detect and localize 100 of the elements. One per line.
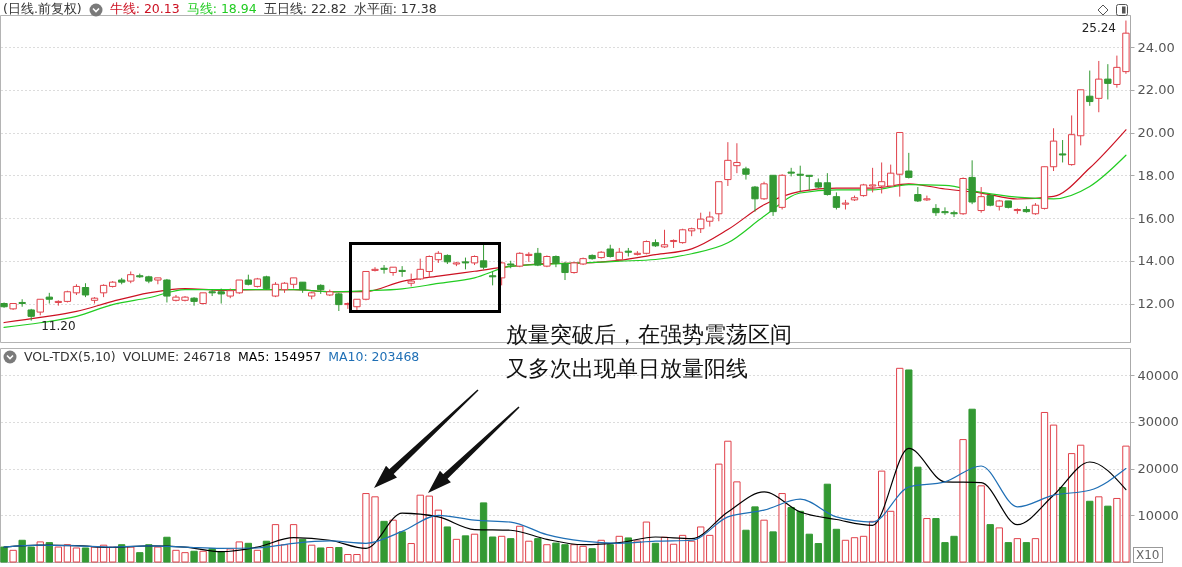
- text: MA5: 154957: [237, 349, 322, 364]
- bar: [778, 493, 786, 563]
- y-tick-label: 10000: [1137, 507, 1179, 523]
- bar: [669, 543, 678, 563]
- annotation: 25.24: [1081, 21, 1116, 35]
- bar: [0, 546, 8, 563]
- annotation: VOLUME: 246718: [122, 349, 231, 364]
- bar: [443, 526, 452, 563]
- y-tick-label: 24.00: [1137, 39, 1175, 55]
- bar: [163, 536, 171, 563]
- candlestick: [751, 185, 759, 213]
- candlestick: [905, 152, 913, 179]
- bar: [1022, 542, 1031, 563]
- bar: [823, 483, 832, 563]
- bar: [832, 528, 841, 563]
- bar: [1031, 538, 1040, 563]
- candlestick: [154, 277, 162, 285]
- bar: [968, 408, 976, 563]
- bar: [877, 470, 886, 563]
- bar: [651, 542, 660, 563]
- text: X10: [1133, 547, 1163, 563]
- y-tick-label: 14.00: [1137, 253, 1175, 269]
- bar: [461, 535, 470, 563]
- bar: [1004, 542, 1012, 563]
- bar: [271, 524, 280, 563]
- y-tick-label: 12.00: [1137, 296, 1175, 312]
- bar: [308, 544, 316, 563]
- candlestick: [1086, 70, 1094, 107]
- bar: [335, 547, 343, 563]
- bar: [434, 509, 443, 563]
- candlestick: [877, 161, 886, 194]
- bar: [814, 543, 822, 563]
- text: 马线: 18.94: [186, 1, 257, 18]
- candlestick: [1058, 139, 1067, 163]
- annotation: 又多次出现单日放量阳线: [506, 355, 748, 383]
- bar: [253, 549, 262, 563]
- candlestick: [742, 166, 750, 181]
- bar: [54, 546, 63, 563]
- bar: [1040, 411, 1049, 563]
- bar: [678, 534, 687, 563]
- bar: [769, 531, 777, 563]
- bar: [389, 519, 397, 563]
- bar: [81, 547, 90, 563]
- candlestick: [977, 186, 985, 214]
- text: MA10: 203468: [328, 349, 420, 364]
- y-tick-label: 16.00: [1137, 210, 1175, 226]
- bar: [326, 547, 334, 563]
- bar: [507, 538, 515, 563]
- bar: [977, 485, 985, 563]
- bar: [90, 546, 99, 563]
- bar: [1077, 444, 1085, 563]
- candlestick: [1104, 63, 1112, 100]
- candlestick: [479, 244, 488, 270]
- bar: [127, 546, 135, 563]
- bar: [72, 547, 81, 563]
- bar: [543, 544, 551, 563]
- bar: [1058, 486, 1067, 563]
- bar: [45, 542, 53, 563]
- bar: [1104, 505, 1112, 563]
- candlestick: [371, 266, 379, 272]
- bar: [995, 527, 1003, 563]
- bar: [1067, 453, 1076, 563]
- bar: [959, 439, 967, 563]
- bar: [190, 550, 198, 563]
- candlestick: [760, 181, 768, 201]
- bar: [859, 535, 868, 563]
- bar: [1013, 538, 1022, 563]
- bar: [244, 542, 253, 563]
- bar: [398, 531, 406, 563]
- y-tick-label: 30000: [1137, 414, 1179, 430]
- candlestick: [660, 229, 669, 249]
- annotation: 11.20: [41, 318, 76, 333]
- candlestick: [380, 264, 388, 275]
- bar: [63, 544, 72, 563]
- bar: [298, 538, 307, 563]
- bar: [470, 533, 479, 563]
- y-tick-label: 20000: [1137, 461, 1179, 477]
- annotation: 水平面: 17.38: [353, 1, 437, 18]
- bar: [199, 550, 207, 563]
- y-tick-label: 40000: [1137, 367, 1179, 383]
- bar: [108, 546, 117, 563]
- bar: [154, 546, 162, 563]
- bar: [868, 520, 877, 563]
- bar: [1049, 424, 1058, 563]
- bar: [380, 520, 388, 563]
- bar: [452, 538, 461, 563]
- bar: [588, 548, 596, 563]
- bar: [615, 535, 623, 563]
- bar: [850, 537, 859, 563]
- bar: [986, 524, 994, 563]
- candlestick: [190, 296, 198, 307]
- bar: [479, 502, 488, 563]
- bar: [289, 524, 298, 563]
- y-tick-label: 22.00: [1137, 82, 1175, 98]
- bar: [280, 544, 289, 563]
- y-tick-label: 18.00: [1137, 167, 1175, 183]
- annotation: 五日线: 22.82: [263, 1, 347, 18]
- line-series: [3, 465, 1127, 550]
- candlestick: [398, 265, 406, 278]
- bar: [841, 539, 850, 563]
